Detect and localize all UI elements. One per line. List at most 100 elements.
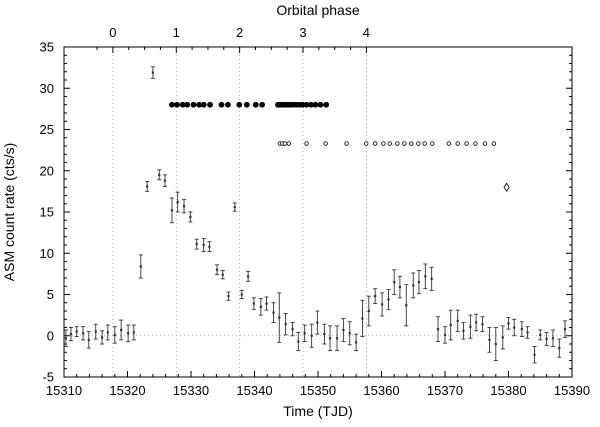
asm-data-point — [264, 296, 269, 311]
asm-data-point — [397, 275, 402, 299]
asm-data-point — [480, 316, 485, 333]
data-marker — [94, 330, 97, 333]
open-circle-marker — [455, 141, 460, 146]
data-marker — [182, 205, 186, 208]
data-marker — [513, 326, 516, 329]
data-marker — [127, 332, 130, 335]
phase-tick-label: 1 — [173, 25, 180, 40]
data-marker — [310, 334, 313, 337]
filled-circle-marker — [218, 101, 225, 108]
grid-layer — [64, 47, 572, 377]
asm-data-point — [341, 317, 346, 342]
asm-data-point — [145, 181, 150, 192]
data-marker — [405, 304, 408, 307]
asm-data-point — [328, 325, 333, 352]
asm-data-point — [468, 314, 473, 339]
data-marker — [355, 341, 358, 344]
data-marker — [202, 243, 205, 247]
y-axis-title: ASM count rate (cts/s) — [1, 143, 17, 281]
data-marker — [462, 329, 465, 332]
asm-data-point — [131, 324, 136, 341]
data-marker — [398, 285, 402, 289]
asm-data-point — [392, 269, 397, 295]
data-marker — [417, 281, 421, 284]
asm-data-point — [302, 324, 307, 342]
asm-data-point — [194, 238, 199, 250]
asm-data-point — [373, 288, 378, 305]
asm-data-point — [538, 329, 543, 341]
asm-data-point — [232, 202, 237, 212]
data-marker — [563, 328, 567, 331]
filled-circle-marker — [259, 101, 266, 108]
data-marker — [265, 302, 268, 305]
data-marker — [101, 336, 104, 339]
data-marker — [87, 338, 90, 341]
asm-data-point — [380, 292, 385, 317]
y-tick-label: 35 — [40, 40, 54, 55]
asm-data-point — [251, 297, 256, 310]
data-marker — [374, 295, 377, 298]
asm-data-point — [500, 325, 505, 350]
filled-circle-marker — [207, 101, 213, 108]
data-marker — [323, 333, 326, 336]
asm-data-point — [366, 295, 371, 327]
data-marker — [456, 319, 459, 322]
data-marker — [387, 298, 390, 301]
filled-circle-marker — [174, 101, 180, 108]
data-marker — [163, 179, 167, 182]
open-circle-marker — [491, 141, 497, 146]
open-circle-marker — [286, 141, 291, 146]
open-circle-marker — [446, 141, 452, 146]
y-tick-label: 0 — [47, 328, 54, 343]
x-axis-title: Time (TJD) — [283, 403, 352, 419]
data-marker — [481, 323, 484, 326]
open-circle-marker — [416, 141, 421, 146]
data-marker — [335, 337, 339, 340]
open-circle-marker — [430, 141, 435, 146]
open-circle-marker — [409, 141, 414, 146]
asm-data-point — [215, 264, 220, 276]
data-marker — [475, 321, 478, 324]
asm-data-point — [175, 191, 180, 213]
data-marker — [272, 311, 275, 314]
asm-data-point — [347, 321, 352, 346]
data-marker — [443, 333, 447, 337]
data-marker — [227, 295, 230, 298]
data-marker — [189, 215, 192, 219]
x-tick-label: 15330 — [173, 383, 209, 398]
phase-tick-label: 4 — [363, 25, 370, 40]
asm-data-point — [157, 169, 162, 181]
data-marker — [328, 337, 332, 340]
data-marker — [469, 325, 472, 328]
asm-data-point — [201, 237, 206, 253]
asm-data-point — [100, 330, 105, 345]
asm-data-point — [138, 254, 143, 279]
filled-circle-marker — [200, 101, 207, 108]
asm-data-point — [126, 324, 131, 342]
data-marker — [558, 347, 561, 350]
data-marker — [424, 275, 427, 278]
phase-tick-label: 0 — [109, 25, 116, 40]
asm-data-point — [411, 272, 416, 299]
asm-data-point — [448, 309, 453, 341]
data-marker — [412, 284, 415, 287]
asm-data-point — [429, 266, 434, 291]
filled-circle-marker — [190, 101, 197, 108]
open-circle-marker — [402, 141, 407, 146]
asm-data-point — [532, 346, 537, 364]
data-marker — [316, 321, 319, 324]
data-marker — [297, 340, 300, 343]
asm-data-point — [182, 199, 187, 214]
open-circle-marker — [344, 141, 349, 146]
filled-circle-marker — [323, 101, 330, 108]
filled-circle-marker — [303, 101, 310, 108]
data-marker — [151, 71, 154, 74]
asm-data-point — [544, 332, 549, 347]
data-marker — [381, 303, 384, 306]
data-marker — [436, 328, 440, 331]
filled-circle-marker — [312, 101, 319, 108]
asm-data-point — [455, 309, 460, 333]
data-marker — [208, 245, 211, 248]
data-marker — [291, 328, 294, 331]
asm-data-point — [315, 310, 320, 335]
